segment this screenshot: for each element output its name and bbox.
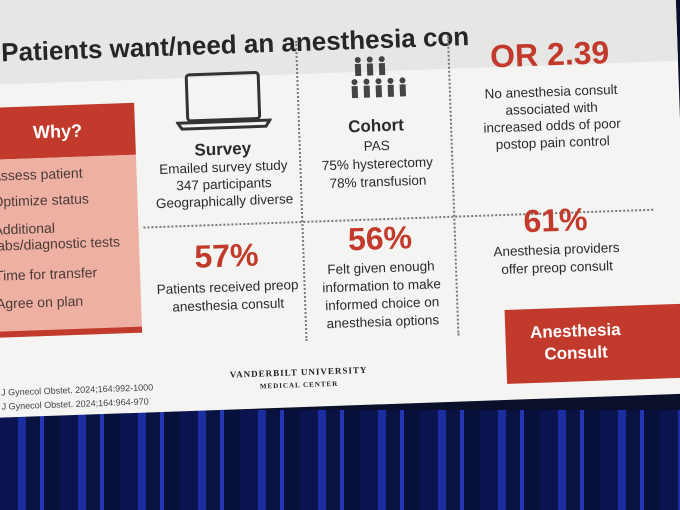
consult-button: Anesthesia Consult — [504, 303, 680, 384]
reference: J Gynecol Obstet. 2024;164:992-1000 — [0, 382, 154, 398]
sidebar-item: Optimize status — [0, 190, 90, 210]
divider — [295, 41, 308, 341]
odds-stat: OR 2.39 — [489, 34, 610, 75]
stat-line: anesthesia consult — [172, 295, 285, 315]
reference: J Gynecol Obstet. 2024;164:964-970 — [1, 396, 149, 412]
stat: 56% — [347, 219, 413, 258]
stat: 61% — [522, 201, 589, 240]
survey-line: Emailed survey study — [159, 157, 288, 177]
logo-sub: MEDICAL CENTER — [259, 379, 339, 391]
stat: 57% — [193, 236, 260, 275]
logo-name: VANDERBILT UNIVERSITY — [229, 364, 368, 380]
stat-line: Patients received preop — [156, 277, 299, 298]
stat-line: Anesthesia providers — [493, 239, 620, 260]
odds-line: associated with — [505, 99, 598, 118]
stat-line: anesthesia options — [326, 312, 440, 332]
sidebar-item: labs/diagnostic tests — [0, 233, 121, 254]
stat-line: information to make — [322, 276, 442, 296]
divider — [446, 35, 460, 336]
people-icon — [351, 56, 407, 99]
cohort-line: 75% hysterectomy — [321, 154, 434, 174]
laptop-icon — [174, 71, 273, 131]
survey-line: 347 participants — [176, 175, 272, 194]
slide: Patients want/need an anesthesia con Why… — [0, 0, 680, 418]
cohort-label: Cohort — [347, 115, 405, 137]
button-line: Consult — [544, 342, 609, 364]
sidebar-heading: Why? — [0, 102, 136, 161]
stat-line: Felt given enough — [327, 258, 435, 278]
sidebar-item: Time for transfer — [0, 264, 98, 284]
odds-line: postop pain control — [495, 133, 611, 153]
odds-line: No anesthesia consult — [484, 81, 618, 102]
sidebar-item: Agree on plan — [0, 292, 84, 312]
stat-line: offer preop consult — [501, 258, 614, 278]
stat-line: informed choice on — [324, 294, 440, 314]
curtain — [0, 410, 680, 510]
survey-label: Survey — [194, 138, 252, 160]
cohort-line: 78% transfusion — [329, 172, 427, 192]
cohort-line: PAS — [363, 137, 390, 154]
sidebar-item: Assess patient — [0, 164, 83, 184]
sidebar-list: Assess patient Optimize status Additiona… — [0, 154, 143, 339]
survey-line: Geographically diverse — [155, 191, 294, 212]
button-line: Anesthesia — [529, 319, 621, 343]
